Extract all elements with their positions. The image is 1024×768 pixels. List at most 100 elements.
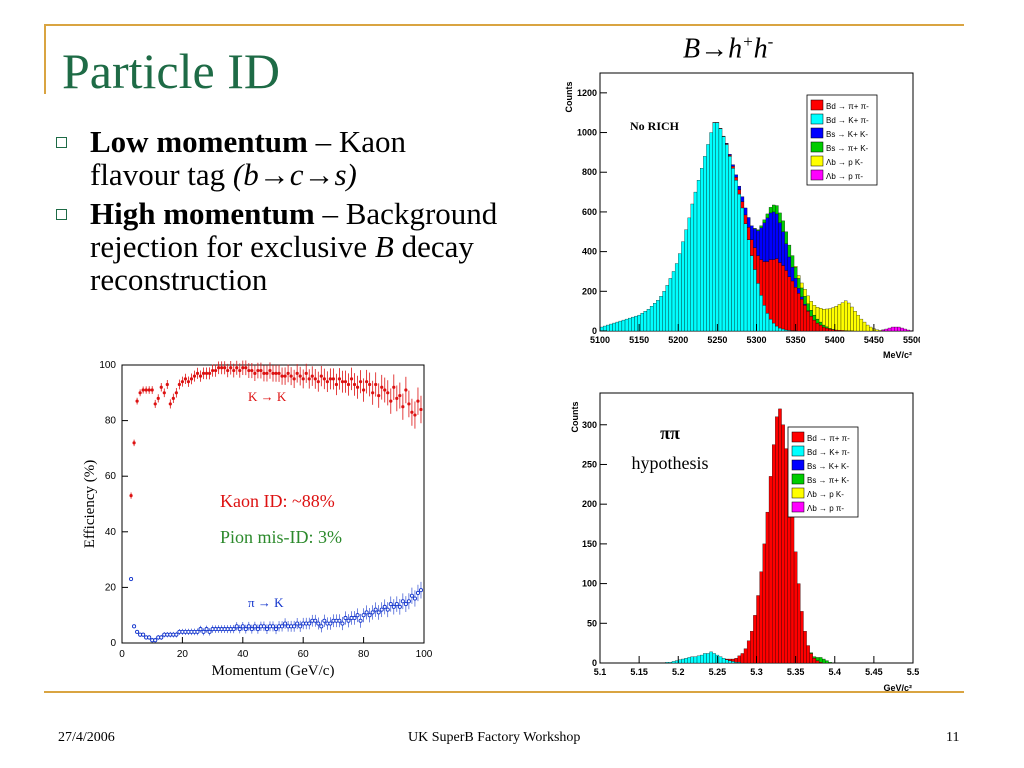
histogram-bar [725, 144, 729, 332]
pion-misid-point [264, 627, 270, 632]
histogram-bar [737, 193, 742, 332]
kaon-efficiency-point [374, 382, 378, 387]
kaon-efficiency-point [150, 388, 154, 392]
kaon-efficiency-point [165, 382, 169, 387]
pion-misid-point [316, 621, 321, 626]
pion-misid-point [234, 624, 239, 629]
histogram-bar [721, 658, 726, 664]
pion-misid-point [195, 629, 200, 634]
legend-label: Bd → π+ π- [826, 102, 869, 111]
kaon-efficiency-point [337, 377, 342, 381]
x-tick-label: 80 [358, 649, 370, 660]
process-label: B→h+h- [683, 32, 773, 65]
pion-misid-point [295, 621, 300, 626]
kaon-efficiency-point [183, 377, 188, 381]
histogram-bar [684, 229, 688, 332]
histogram-bar [822, 324, 826, 328]
slide-title: Particle ID [62, 43, 280, 99]
histogram-bar [800, 611, 804, 664]
annotation-hypothesis: hypothesis [631, 453, 708, 473]
legend-label: Λb → p K- [807, 490, 844, 499]
x-tick-label: 5350 [786, 335, 806, 345]
histogram-bar [840, 302, 845, 331]
x-tick-label: 5150 [629, 335, 649, 345]
histogram-bar [771, 322, 776, 332]
histogram-bar [643, 311, 648, 332]
series-label-kk: K → K [248, 389, 287, 404]
y-tick-label: 150 [582, 539, 597, 549]
histogram-bar [690, 656, 695, 664]
pion-misid-point [240, 624, 245, 629]
y-tick-label: 20 [105, 582, 117, 593]
histogram-bar [809, 310, 813, 317]
histogram-bar [781, 231, 785, 266]
histogram-bar [815, 660, 820, 664]
histogram-bar [759, 227, 763, 260]
legend-swatch [810, 141, 824, 153]
x-tick-label: 5.25 [709, 667, 727, 677]
histogram-bar [740, 653, 745, 664]
kaon-efficiency-point [138, 391, 142, 395]
histogram-bar [781, 328, 785, 332]
legend-swatch [810, 99, 824, 111]
histogram-bar [843, 300, 848, 331]
legend-swatch [791, 431, 805, 443]
legend-label: Bs → π+ K- [826, 144, 869, 153]
x-tick-label: 60 [298, 649, 310, 660]
histogram-bar [812, 656, 817, 659]
histogram-bar [797, 293, 801, 332]
kaon-efficiency-point [377, 393, 381, 398]
bullet-square-icon [56, 137, 67, 148]
histogram-bar [753, 615, 757, 664]
histogram-bar [640, 312, 644, 332]
histogram-bar [609, 323, 613, 332]
histogram-bar [631, 316, 635, 332]
annotation-kaon-id: Kaon ID: ~88% [220, 491, 335, 511]
histogram-bar [787, 276, 792, 331]
histogram-bar [712, 122, 716, 332]
histogram-bar [797, 278, 801, 289]
kaon-efficiency-point [346, 382, 351, 387]
pion-misid-point [322, 618, 327, 623]
x-tick-label: 5300 [746, 335, 766, 345]
histogram-bar [806, 295, 810, 304]
histogram-bar [903, 328, 907, 332]
kaon-efficiency-point [277, 371, 281, 375]
histogram-bar [787, 244, 792, 258]
histogram-bar [828, 308, 832, 329]
kaon-efficiency-point [368, 382, 372, 387]
histogram-bar [734, 180, 738, 332]
pion-misid-point [403, 602, 408, 607]
histogram-bar [731, 658, 735, 662]
x-tick-label: 5.5 [907, 667, 920, 677]
histogram-bar [740, 201, 745, 209]
y-axis-label: Counts [564, 82, 574, 113]
histogram-bar [778, 327, 782, 332]
pion-misid-point [243, 627, 248, 632]
pion-misid-point [249, 627, 254, 632]
y-tick-label: 0 [592, 326, 597, 336]
histogram-bar [800, 296, 804, 300]
x-tick-label: 5.45 [865, 667, 883, 677]
pion-misid-point [343, 615, 348, 621]
kaon-efficiency-point [392, 385, 396, 389]
kaon-efficiency-point [177, 382, 181, 387]
histogram-bar [700, 654, 704, 664]
kaon-efficiency-point [280, 374, 284, 378]
kaon-efficiency-point [274, 371, 278, 375]
kaon-efficiency-point [189, 377, 194, 381]
pion-misid-point [292, 624, 297, 629]
histogram-bar [803, 296, 807, 305]
y-tick-label: 80 [105, 416, 117, 427]
kaon-efficiency-point [144, 388, 148, 392]
legend-swatch [810, 113, 824, 125]
histogram-bar [771, 259, 776, 324]
kaon-efficiency-point [198, 374, 203, 378]
histogram-bar [847, 302, 851, 331]
process-sup1: + [742, 32, 754, 51]
pion-misid-point [394, 602, 399, 607]
histogram-bar [818, 308, 823, 323]
histogram-bar [743, 214, 748, 224]
x-axis-label: MeV/c² [883, 350, 912, 360]
histogram-bar [709, 132, 713, 332]
